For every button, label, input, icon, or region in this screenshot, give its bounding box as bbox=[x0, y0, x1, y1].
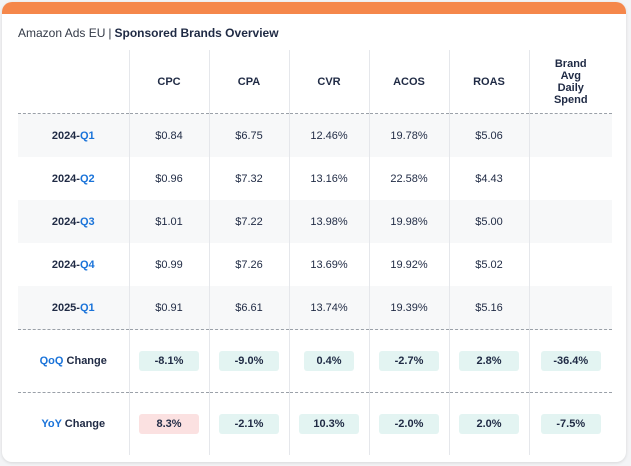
period-quarter: Q4 bbox=[79, 258, 95, 271]
yoy-change-row: YoY Change 8.3% -2.1% 10.3% -2.0% 2.0% -… bbox=[18, 392, 612, 455]
period-year: 2024- bbox=[51, 258, 80, 271]
account-name: Amazon Ads EU bbox=[18, 26, 106, 40]
qoq-roas-cell: 2.8% bbox=[448, 329, 529, 393]
period-year: 2025- bbox=[51, 301, 80, 314]
cpc-cell: $0.96 bbox=[128, 157, 209, 200]
change-chip: 2.8% bbox=[459, 351, 519, 371]
brand-avg-daily-spend-label: Brand Avg Daily Spend bbox=[553, 57, 588, 106]
qoq-label: QoQ Change bbox=[18, 329, 129, 393]
period-quarter: Q1 bbox=[79, 301, 95, 314]
change-chip: -8.1% bbox=[139, 351, 199, 371]
period-quarter: Q2 bbox=[79, 172, 95, 185]
col-header-roas: ROAS bbox=[448, 50, 529, 114]
roas-cell: $4.43 bbox=[448, 157, 529, 200]
change-chip: -2.7% bbox=[379, 351, 439, 371]
brand-spend-cell bbox=[528, 113, 612, 157]
accent-bar bbox=[2, 2, 626, 14]
brand-spend-cell bbox=[528, 286, 612, 330]
report-title: Amazon Ads EU | Sponsored Brands Overview bbox=[18, 26, 279, 40]
acos-cell: 19.92% bbox=[368, 243, 449, 286]
yoy-cpa-cell: -2.1% bbox=[208, 392, 289, 455]
cvr-cell: 13.69% bbox=[288, 243, 369, 286]
qoq-acos-cell: -2.7% bbox=[368, 329, 449, 393]
change-chip: 8.3% bbox=[139, 414, 199, 434]
qoq-cvr-cell: 0.4% bbox=[288, 329, 369, 393]
col-header-cpa: CPA bbox=[208, 50, 289, 114]
cpa-cell: $7.22 bbox=[208, 200, 289, 243]
period-year: 2024- bbox=[51, 215, 80, 228]
period-cell: 2024-Q2 bbox=[18, 157, 129, 200]
header-corner bbox=[18, 50, 129, 114]
brand-spend-cell bbox=[528, 243, 612, 286]
table-row: 2024-Q2 $0.96 $7.32 13.16% 22.58% $4.43 bbox=[18, 157, 612, 200]
cpc-cell: $0.99 bbox=[128, 243, 209, 286]
yoy-cpc-cell: 8.3% bbox=[128, 392, 209, 455]
change-chip: 2.0% bbox=[459, 414, 519, 434]
change-chip: 10.3% bbox=[299, 414, 359, 434]
table-row: 2024-Q4 $0.99 $7.26 13.69% 19.92% $5.02 bbox=[18, 243, 612, 286]
col-header-acos: ACOS bbox=[368, 50, 449, 114]
report-name: Sponsored Brands Overview bbox=[114, 26, 279, 40]
yoy-suffix: Change bbox=[61, 418, 106, 430]
cvr-cell: 13.98% bbox=[288, 200, 369, 243]
roas-cell: $5.06 bbox=[448, 113, 529, 157]
roas-cell: $5.00 bbox=[448, 200, 529, 243]
acos-cell: 19.98% bbox=[368, 200, 449, 243]
metrics-table: CPC CPA CVR ACOS ROAS Brand Avg Daily Sp… bbox=[18, 50, 612, 455]
roas-cell: $5.16 bbox=[448, 286, 529, 330]
period-cell: 2025-Q1 bbox=[18, 286, 129, 330]
qoq-cpa-cell: -9.0% bbox=[208, 329, 289, 393]
yoy-label: YoY Change bbox=[18, 392, 129, 455]
period-cell: 2024-Q1 bbox=[18, 113, 129, 157]
yoy-cvr-cell: 10.3% bbox=[288, 392, 369, 455]
cvr-cell: 13.16% bbox=[288, 157, 369, 200]
period-year: 2024- bbox=[51, 172, 80, 185]
yoy-roas-cell: 2.0% bbox=[448, 392, 529, 455]
change-chip: -2.0% bbox=[379, 414, 439, 434]
period-year: 2024- bbox=[51, 129, 80, 142]
qoq-change-row: QoQ Change -8.1% -9.0% 0.4% -2.7% 2.8% -… bbox=[18, 329, 612, 393]
cpc-cell: $0.84 bbox=[128, 113, 209, 157]
report-card: Amazon Ads EU | Sponsored Brands Overview … bbox=[2, 2, 626, 462]
qoq-prefix: QoQ bbox=[39, 355, 64, 367]
period-quarter: Q3 bbox=[79, 215, 95, 228]
change-chip: -36.4% bbox=[540, 351, 601, 371]
col-header-brand-avg-daily-spend: Brand Avg Daily Spend bbox=[528, 50, 612, 114]
header-row: CPC CPA CVR ACOS ROAS Brand Avg Daily Sp… bbox=[18, 50, 612, 114]
acos-cell: 19.39% bbox=[368, 286, 449, 330]
col-header-cpc: CPC bbox=[128, 50, 209, 114]
col-header-cvr: CVR bbox=[288, 50, 369, 114]
cvr-cell: 13.74% bbox=[288, 286, 369, 330]
yoy-brand-spend-cell: -7.5% bbox=[528, 392, 612, 455]
qoq-suffix: Change bbox=[63, 355, 107, 367]
period-quarter: Q1 bbox=[79, 129, 95, 142]
period-cell: 2024-Q4 bbox=[18, 243, 129, 286]
yoy-prefix: YoY bbox=[41, 418, 62, 430]
roas-cell: $5.02 bbox=[448, 243, 529, 286]
change-chip: -2.1% bbox=[219, 414, 279, 434]
cpc-cell: $1.01 bbox=[128, 200, 209, 243]
change-chip: -7.5% bbox=[540, 414, 601, 434]
qoq-cpc-cell: -8.1% bbox=[128, 329, 209, 393]
yoy-acos-cell: -2.0% bbox=[368, 392, 449, 455]
qoq-brand-spend-cell: -36.4% bbox=[528, 329, 612, 393]
table-row: 2024-Q1 $0.84 $6.75 12.46% 19.78% $5.06 bbox=[18, 113, 612, 157]
cpa-cell: $7.26 bbox=[208, 243, 289, 286]
brand-spend-cell bbox=[528, 157, 612, 200]
title-separator: | bbox=[108, 26, 112, 40]
cpa-cell: $6.75 bbox=[208, 113, 289, 157]
cpc-cell: $0.91 bbox=[128, 286, 209, 330]
period-cell: 2024-Q3 bbox=[18, 200, 129, 243]
table-row: 2025-Q1 $0.91 $6.61 13.74% 19.39% $5.16 bbox=[18, 286, 612, 330]
cpa-cell: $6.61 bbox=[208, 286, 289, 330]
table-row: 2024-Q3 $1.01 $7.22 13.98% 19.98% $5.00 bbox=[18, 200, 612, 243]
change-chip: 0.4% bbox=[304, 351, 354, 371]
brand-spend-cell bbox=[528, 200, 612, 243]
cvr-cell: 12.46% bbox=[288, 113, 369, 157]
change-chip: -9.0% bbox=[219, 351, 279, 371]
cpa-cell: $7.32 bbox=[208, 157, 289, 200]
acos-cell: 19.78% bbox=[368, 113, 449, 157]
acos-cell: 22.58% bbox=[368, 157, 449, 200]
